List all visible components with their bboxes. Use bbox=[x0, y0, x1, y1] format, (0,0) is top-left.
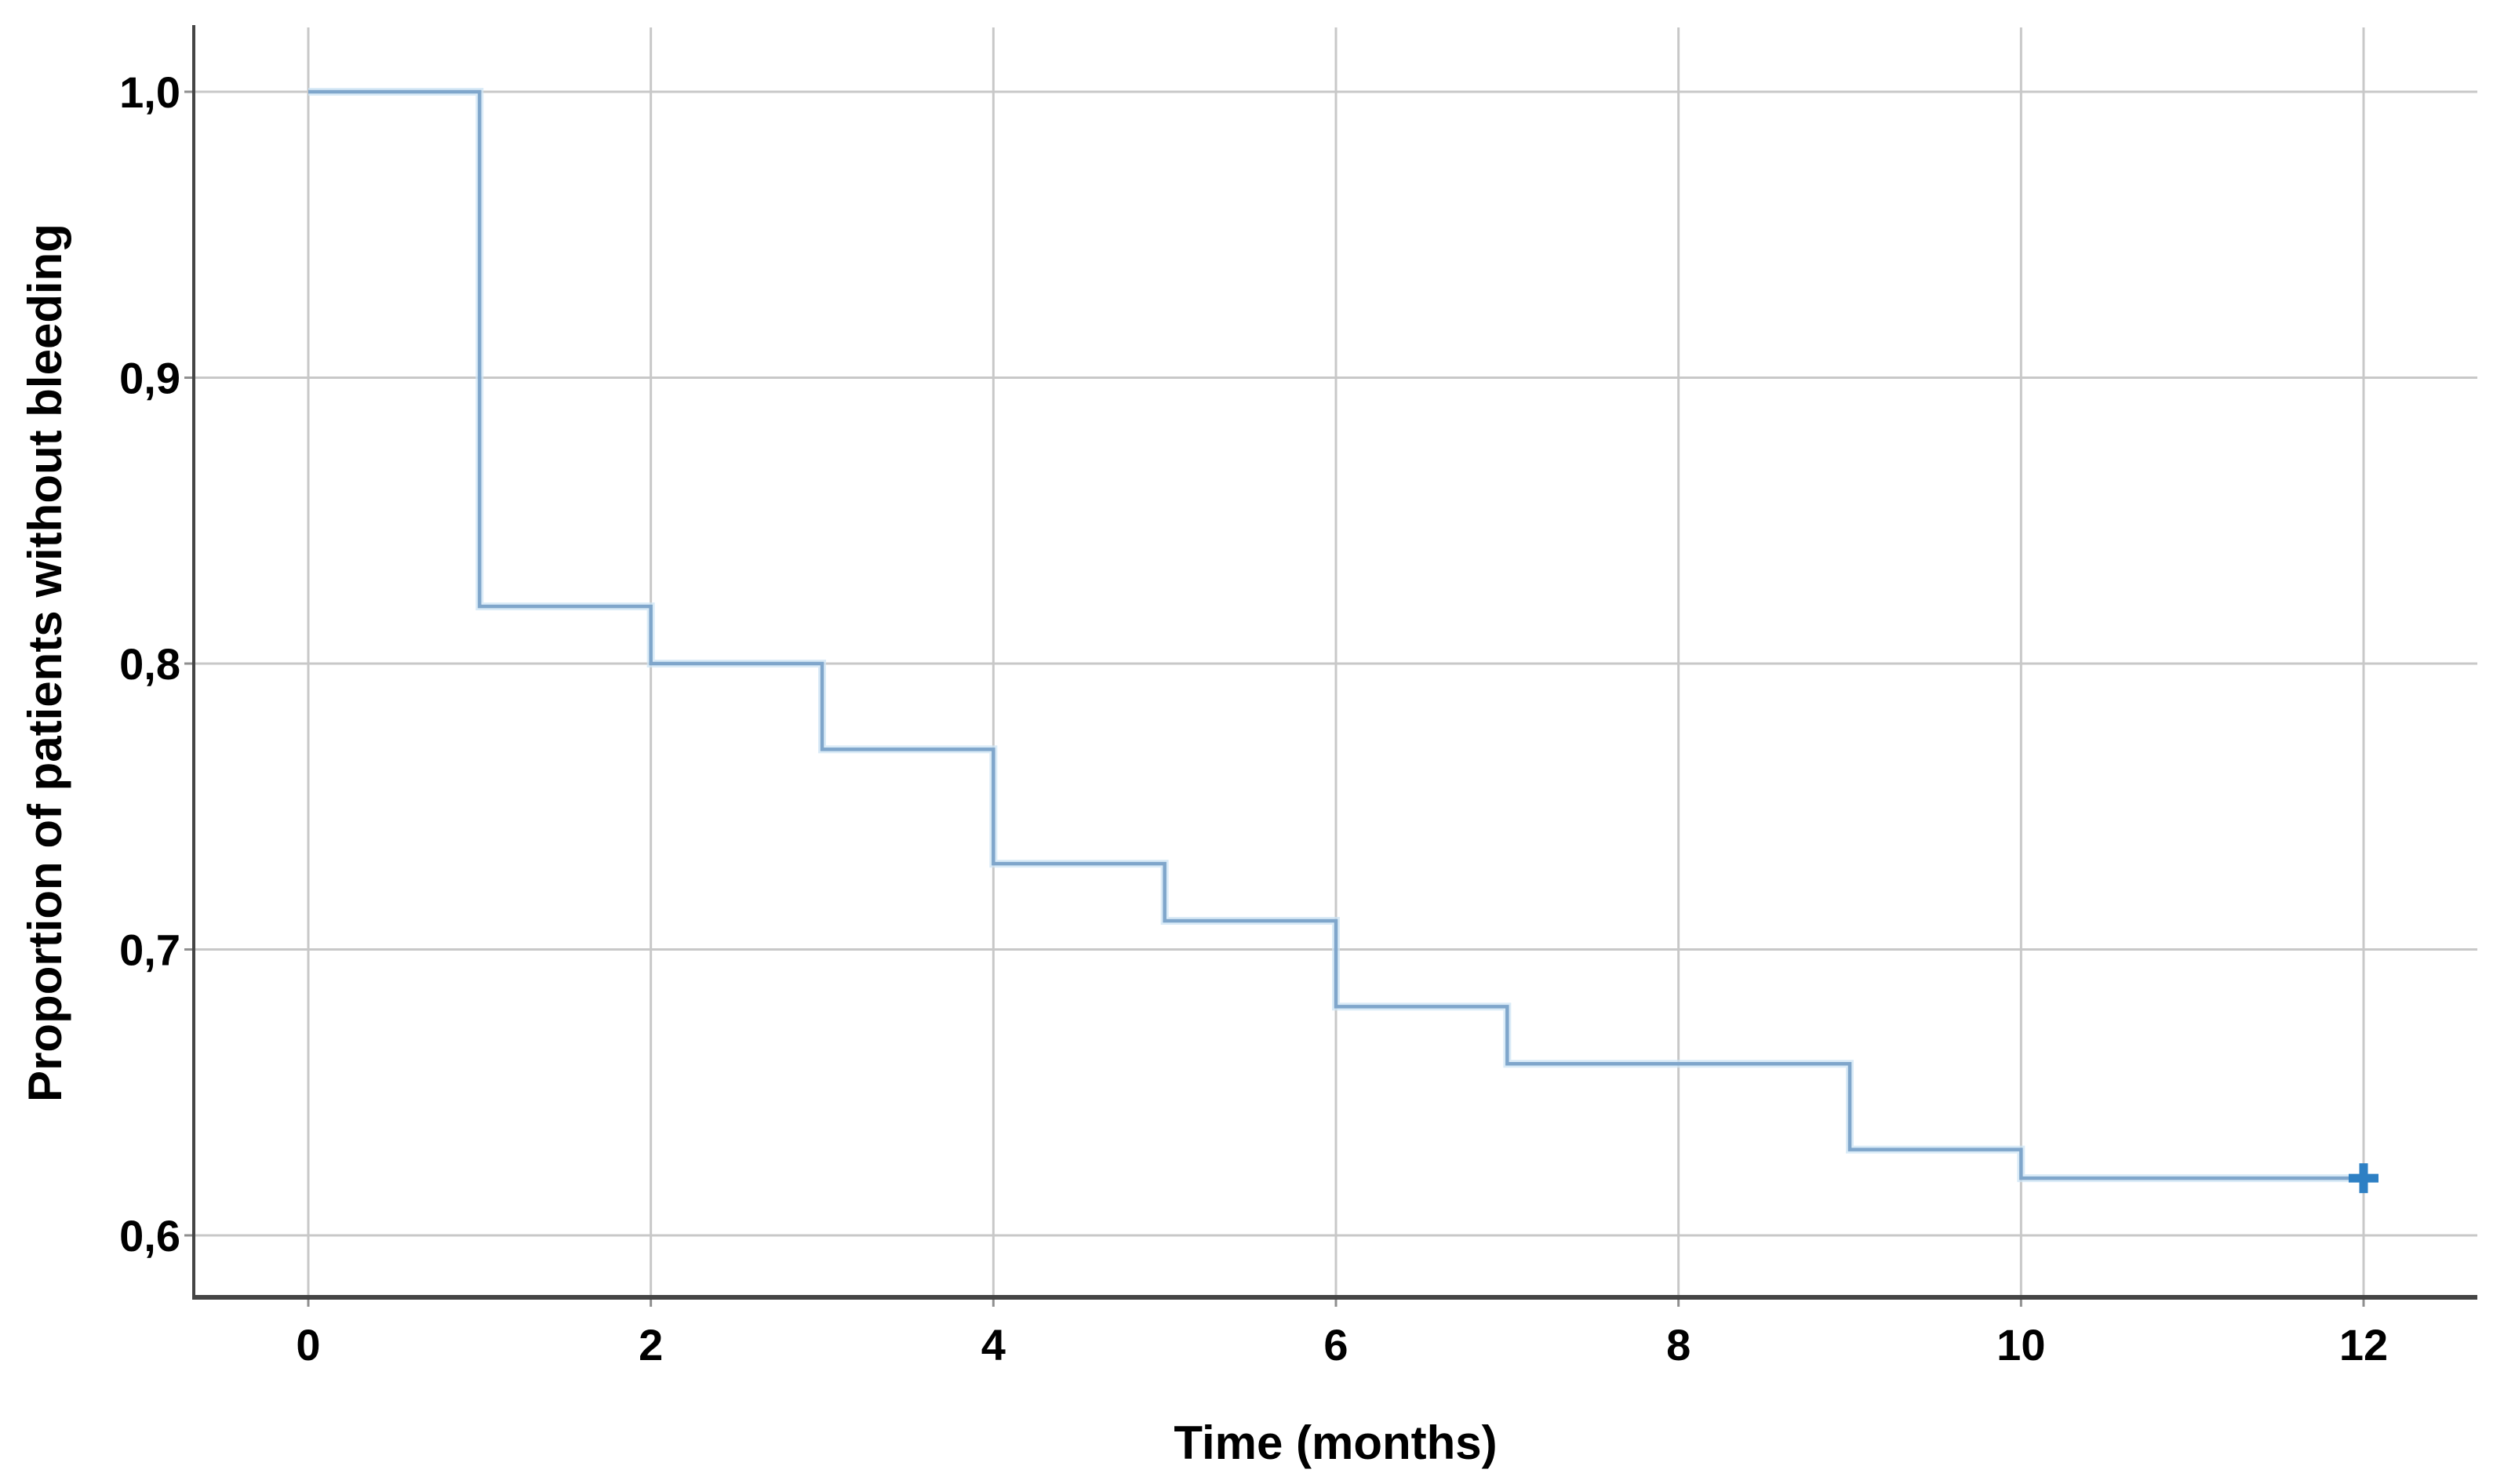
y-tick-label: 0,8 bbox=[119, 639, 180, 689]
x-axis-title: Time (months) bbox=[1174, 1417, 1498, 1469]
survival-curve bbox=[308, 89, 2364, 1180]
x-tick-label: 8 bbox=[1666, 1320, 1691, 1369]
x-tick-label: 6 bbox=[1323, 1320, 1348, 1369]
x-tick-label: 10 bbox=[1996, 1320, 2045, 1369]
y-axis-title: Proportion of patients without bleeding bbox=[19, 224, 71, 1102]
y-tick-label: 0,9 bbox=[119, 354, 180, 403]
x-tick-label: 0 bbox=[296, 1320, 320, 1369]
x-tick-label: 4 bbox=[981, 1320, 1006, 1369]
y-tick-label: 0,7 bbox=[119, 926, 180, 975]
x-tick-label: 12 bbox=[2339, 1320, 2388, 1369]
x-tick-label: 2 bbox=[639, 1320, 663, 1369]
y-tick-label: 1,0 bbox=[119, 67, 180, 117]
y-tick-label: 0,6 bbox=[119, 1211, 180, 1260]
